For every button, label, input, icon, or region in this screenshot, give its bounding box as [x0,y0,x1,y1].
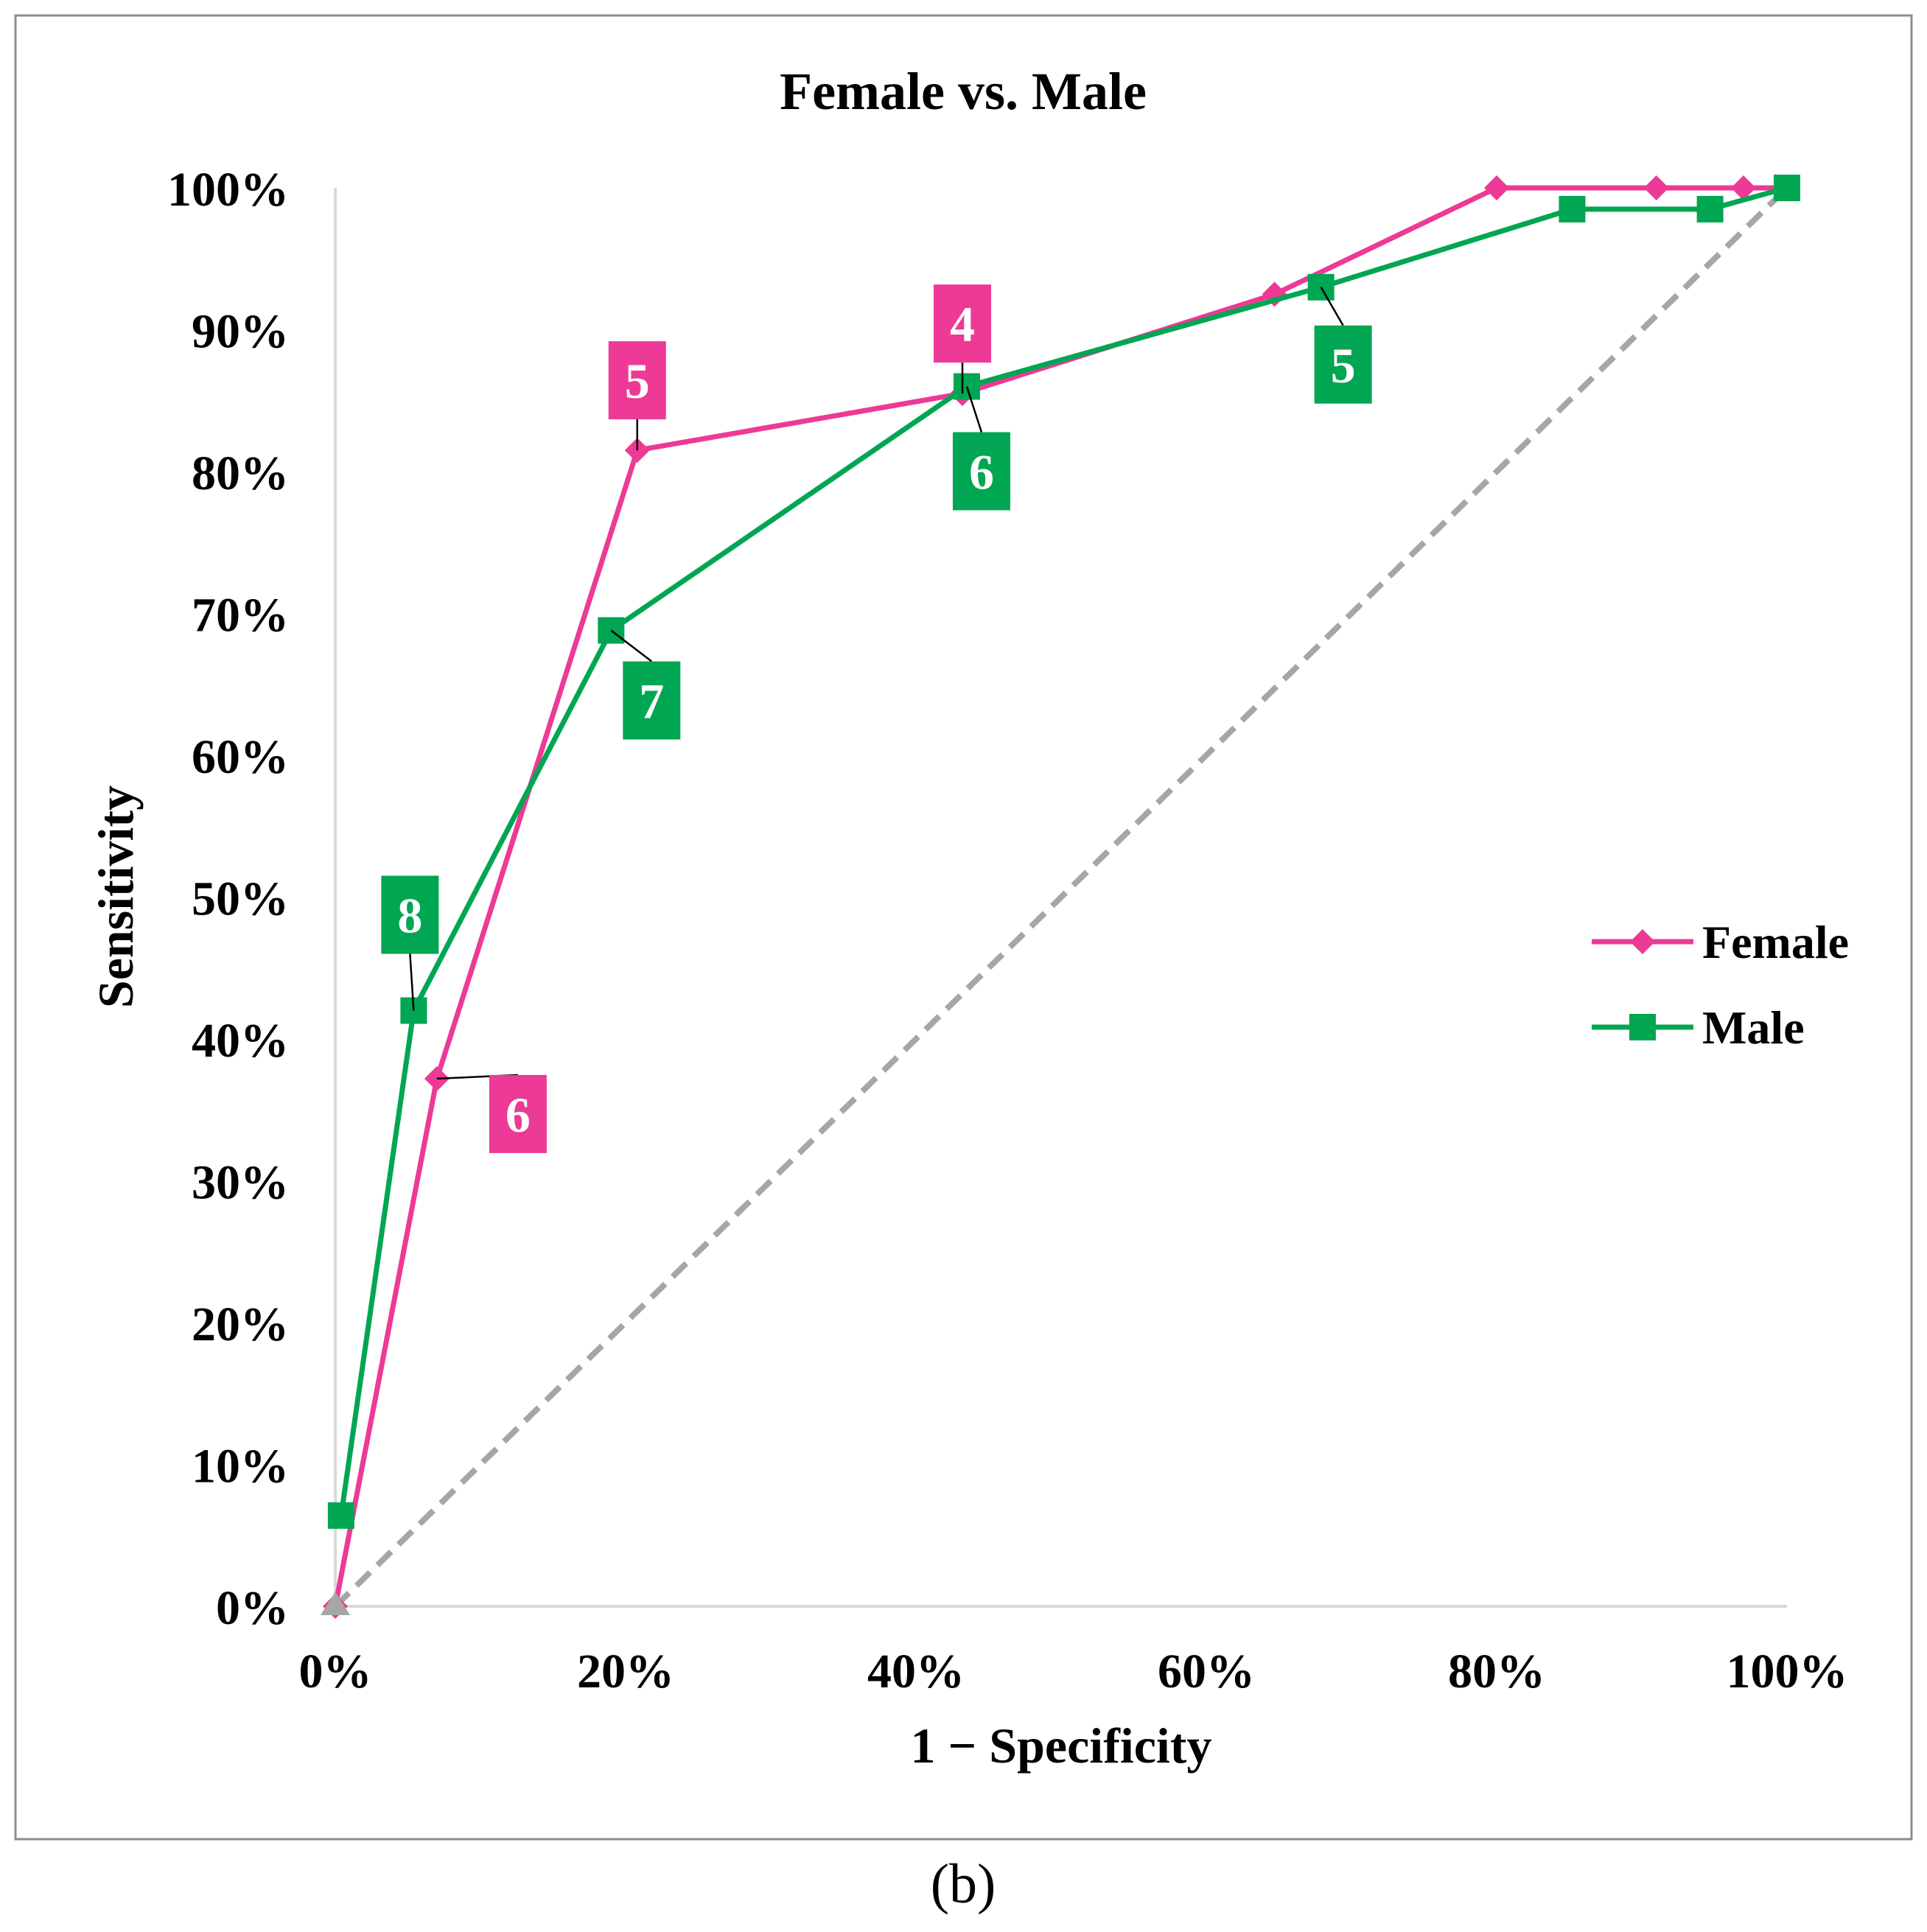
male-point [1774,175,1800,201]
y-tick-label: 70% [192,589,289,643]
chart-title: Female vs. Male [780,62,1147,121]
reference-line [333,186,1789,1609]
y-tick-labels: 0% 10% 20% 30% 40% 50% 60% 70% 80% 90% 100% [167,163,289,1635]
male-point [1696,195,1724,223]
leader-line [409,953,415,1011]
reference-origin-marker [321,1592,350,1615]
axes [334,188,1787,1608]
data-label-text: 5 [1331,337,1356,393]
series-reference [333,186,1789,1609]
leader-line [610,629,653,662]
leader-line [965,386,983,433]
data-label-text: 5 [625,353,650,409]
data-label-male: 8 [381,875,439,1011]
data-label-text: 6 [969,444,994,500]
series-male [327,175,1800,1529]
legend-marker [1630,929,1655,954]
data-label-box [952,432,1010,511]
female-point [1730,175,1756,200]
male-line [338,185,1788,1516]
female-point [1484,175,1509,200]
data-label-text: 4 [950,296,975,352]
y-tick-label: 10% [192,1440,289,1494]
y-tick-label: 30% [192,1156,289,1210]
y-tick-label: 50% [192,872,289,926]
x-tick-label: 60% [1158,1645,1255,1698]
series-layer [321,175,1800,1619]
x-tick-label: 100% [1727,1645,1848,1698]
x-tick-labels: 0% 20% 40% 60% 80% 100% [299,1645,1848,1698]
data-label-male: 5 [1314,287,1372,404]
x-tick-label: 20% [577,1645,674,1698]
y-tick-label: 80% [192,447,289,500]
y-axis-label: Sensitivity [88,785,144,1008]
legend-label: Female [1702,916,1849,968]
data-label-male: 6 [952,386,1010,511]
y-tick-label: 40% [192,1014,289,1068]
legend-marker [1629,1014,1656,1040]
data-label-text: 8 [397,888,422,944]
data-label-box [608,341,666,420]
legend-item-female: Female [1592,916,1849,968]
data-label-box [381,875,439,954]
legend-item-male: Male [1592,1001,1805,1054]
data-label-male: 7 [610,629,681,740]
y-tick-label: 100% [167,163,289,217]
data-label-text: 6 [506,1087,531,1143]
data-label-box [489,1074,547,1153]
y-tick-label: 0% [216,1581,289,1635]
figure-caption: (b) [931,1853,996,1915]
data-label-box [934,284,992,363]
data-label-layer: 6 5 4 8 7 6 5 [381,284,1372,1153]
leader-line [1320,287,1344,326]
x-tick-label: 0% [299,1645,372,1698]
y-tick-label: 90% [192,305,289,359]
male-point [327,1502,354,1529]
data-label-text: 7 [639,673,664,729]
data-label-box [623,661,681,740]
data-label-female: 6 [436,1074,547,1153]
y-tick-label: 60% [192,730,289,784]
x-tick-label: 40% [867,1645,965,1698]
data-label-box [1314,325,1372,404]
data-label-female: 5 [608,341,666,451]
female-point [1643,175,1669,200]
x-tick-label: 80% [1448,1645,1545,1698]
data-label-female: 4 [934,284,992,394]
male-point [1559,195,1586,223]
legend-label: Male [1702,1001,1805,1054]
x-axis-label: 1 − Specificity [911,1718,1212,1774]
legend: Female Male [1592,916,1849,1054]
y-tick-label: 20% [192,1298,289,1351]
